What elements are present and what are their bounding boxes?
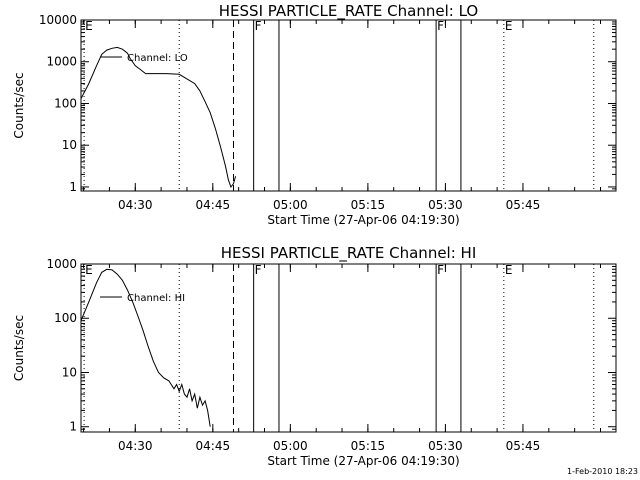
y-tick-label-hi: 1000 — [46, 257, 77, 271]
chart-title-hi: HESSI PARTICLE_RATE Channel: HI — [221, 244, 477, 263]
y-axis-label-lo: Counts/sec — [12, 72, 26, 138]
y-tick-label-hi: 100 — [54, 311, 77, 325]
plot-frame-hi — [80, 263, 617, 433]
x-tick-label-lo: 05:30 — [428, 198, 463, 212]
x-tick-label-hi: 04:45 — [196, 439, 231, 453]
y-tick-label-lo: 100 — [54, 96, 77, 110]
x-axis-label-lo: Start Time (27-Apr-06 04:19:30) — [267, 213, 459, 227]
event-marker-label-lo: F — [437, 19, 444, 33]
plot-frame-lo — [80, 19, 617, 192]
x-tick-label-lo: 05:45 — [506, 198, 541, 212]
event-marker-label-lo: F — [255, 19, 262, 33]
x-tick-label-hi: 05:00 — [273, 439, 308, 453]
event-marker-label-hi: F — [437, 263, 444, 277]
plot-timestamp: 1-Feb-2010 18:23 — [567, 467, 638, 476]
x-tick-label-hi: 04:30 — [118, 439, 153, 453]
y-tick-label-lo: 1 — [69, 180, 77, 194]
x-tick-label-hi: 05:15 — [351, 439, 386, 453]
event-marker-label-hi: E — [505, 263, 513, 277]
event-marker-label-hi: F — [255, 263, 262, 277]
x-tick-label-lo: 04:45 — [196, 198, 231, 212]
y-tick-label-lo: 10 — [62, 138, 77, 152]
legend-label-lo: Channel: LO — [127, 53, 188, 64]
y-tick-label-hi: 1 — [69, 420, 77, 434]
x-tick-label-lo: 04:30 — [118, 198, 153, 212]
y-tick-label-hi: 10 — [62, 365, 77, 379]
legend-label-hi: Channel: HI — [127, 293, 185, 304]
y-tick-label-lo: 10000 — [39, 13, 77, 27]
y-tick-label-lo: 1000 — [46, 55, 77, 69]
event-marker-label-lo: E — [85, 19, 93, 33]
x-tick-label-lo: 05:15 — [351, 198, 386, 212]
series-line-lo — [80, 46, 237, 189]
x-axis-label-hi: Start Time (27-Apr-06 04:19:30) — [267, 454, 459, 468]
y-axis-label-hi: Counts/sec — [12, 315, 26, 381]
event-marker-label-hi: E — [85, 263, 93, 277]
panel-lo: HESSI PARTICLE_RATE Channel: LO 1 10 100 100… — [12, 2, 617, 227]
x-tick-label-hi: 05:30 — [428, 439, 463, 453]
x-tick-label-lo: 05:00 — [273, 198, 308, 212]
chart-title-lo: HESSI PARTICLE_RATE Channel: LO — [219, 2, 478, 21]
panel-hi: HESSI PARTICLE_RATE Channel: HI 1 10 100 100… — [12, 244, 617, 468]
series-line-hi — [80, 268, 211, 427]
event-marker-label-lo: E — [505, 19, 513, 33]
x-tick-label-hi: 05:45 — [506, 439, 541, 453]
